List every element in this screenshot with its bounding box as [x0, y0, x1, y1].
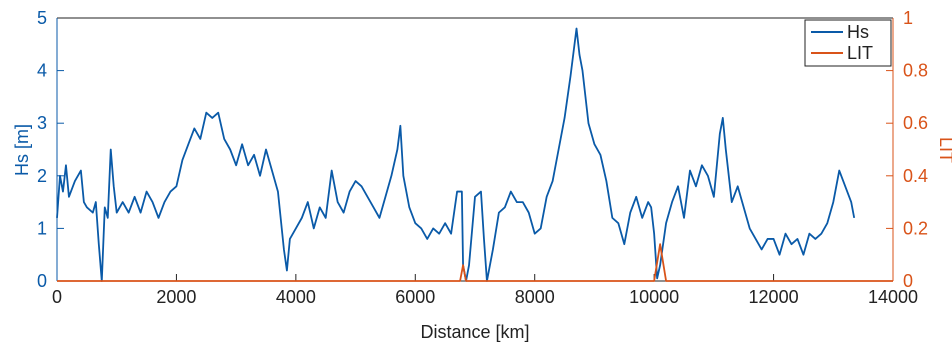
y-tick-label: 2: [37, 166, 47, 186]
x-tick-label: 10000: [629, 287, 679, 307]
x-tick-label: 6000: [395, 287, 435, 307]
y-tick-label: 4: [37, 61, 47, 81]
y-tick-label: 0: [37, 271, 47, 291]
legend-box: [804, 19, 892, 67]
y2-tick-label: 0.6: [903, 113, 928, 133]
y2-tick-label: 0.2: [903, 218, 928, 238]
x-tick-label: 8000: [515, 287, 555, 307]
y-axis-label: Hs [m]: [12, 124, 32, 176]
legend-label: Hs: [847, 22, 869, 42]
data-line: [56, 27, 856, 282]
x-tick-label: 0: [52, 287, 62, 307]
x-tick-label: 12000: [749, 287, 799, 307]
y-tick-label: 3: [37, 113, 47, 133]
y-tick-label: 5: [37, 8, 47, 28]
legend-label: LIT: [847, 43, 873, 63]
x-axis-label: Distance [km]: [420, 322, 529, 342]
x-tick-label: 4000: [276, 287, 316, 307]
y2-tick-label: 0.8: [903, 61, 928, 81]
y2-tick-label: 0: [903, 271, 913, 291]
plot-area: [57, 18, 893, 281]
y-tick-label: 1: [37, 218, 47, 238]
y2-tick-label: 1: [903, 8, 913, 28]
x-tick-label: 2000: [156, 287, 196, 307]
y2-axis-label: LIT: [936, 137, 952, 163]
data-line: [57, 243, 893, 282]
y2-tick-label: 0.4: [903, 166, 928, 186]
x-tick-label: 14000: [868, 287, 918, 307]
